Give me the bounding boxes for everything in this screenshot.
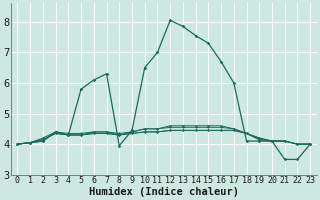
X-axis label: Humidex (Indice chaleur): Humidex (Indice chaleur) — [89, 186, 239, 197]
